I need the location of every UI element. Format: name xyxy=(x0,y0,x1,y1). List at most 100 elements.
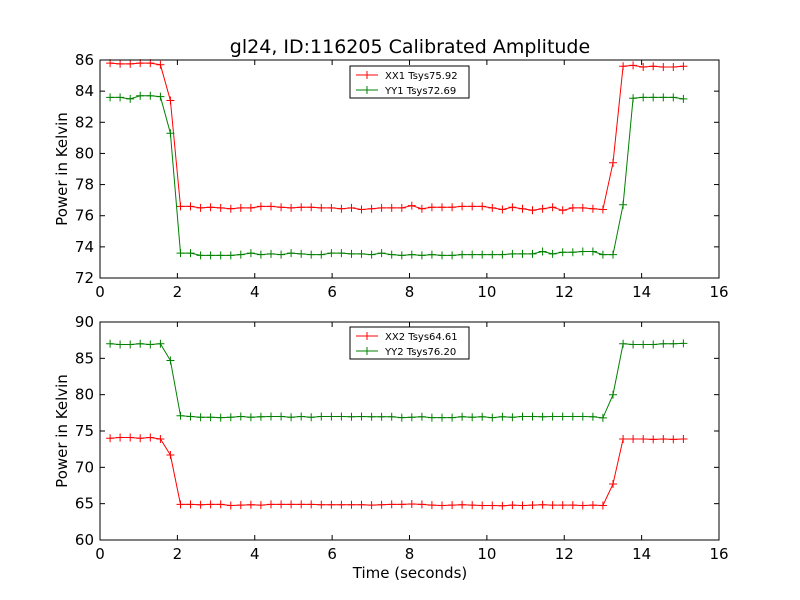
data-point xyxy=(347,412,356,421)
data-point xyxy=(236,250,245,259)
legend: XX2 Tsys64.61 YY2 Tsys76.20 xyxy=(349,326,470,360)
data-point xyxy=(267,500,275,509)
data-point xyxy=(387,250,396,259)
data-point xyxy=(619,62,628,71)
data-point xyxy=(367,250,376,259)
data-point xyxy=(206,413,215,422)
data-point xyxy=(186,500,195,509)
data-point xyxy=(679,62,688,71)
data-point xyxy=(598,501,607,510)
legend-label: YY1 Tsys72.69 xyxy=(384,86,456,97)
data-point xyxy=(629,61,638,70)
data-point xyxy=(297,249,306,258)
data-point xyxy=(357,500,366,509)
data-point xyxy=(277,500,286,509)
data-point xyxy=(216,500,225,509)
data-point xyxy=(488,203,497,212)
data-point xyxy=(206,251,215,260)
data-point xyxy=(146,91,155,100)
x-tick-label: 14 xyxy=(632,545,651,563)
data-point xyxy=(377,203,386,212)
series-line xyxy=(110,95,684,256)
data-point xyxy=(417,500,426,509)
x-tick-label: 0 xyxy=(95,545,105,563)
data-point xyxy=(146,340,155,349)
data-point xyxy=(598,413,607,422)
data-point xyxy=(538,247,547,256)
data-point xyxy=(387,203,396,212)
data-point xyxy=(528,206,537,215)
data-point xyxy=(448,251,457,260)
data-point xyxy=(458,412,467,421)
data-point xyxy=(327,249,336,258)
data-point xyxy=(206,500,215,509)
data-point xyxy=(518,204,527,213)
data-point xyxy=(176,500,185,509)
y-tick-label: 85 xyxy=(75,349,94,367)
data-point xyxy=(508,413,517,422)
data-point xyxy=(448,413,457,422)
data-point xyxy=(407,500,416,508)
data-point xyxy=(337,249,346,258)
data-point xyxy=(297,412,306,421)
data-point xyxy=(629,94,638,103)
data-point xyxy=(528,249,537,258)
data-point xyxy=(347,500,356,509)
data-point xyxy=(397,251,406,260)
data-point xyxy=(588,247,597,256)
x-tick-label: 2 xyxy=(173,545,183,563)
data-point xyxy=(498,501,507,510)
data-point xyxy=(528,412,537,421)
data-point xyxy=(357,412,366,421)
data-point xyxy=(337,500,346,509)
data-point xyxy=(468,501,477,510)
data-point xyxy=(337,204,346,213)
data-point xyxy=(639,340,648,349)
top-panel: 0 2 4 6 8 10 12 14 16 72 74 76 78 80 82 84 86 Power in Ke… xyxy=(53,51,729,301)
data-point xyxy=(619,435,628,443)
data-point xyxy=(156,339,165,348)
data-point xyxy=(427,501,436,510)
data-point xyxy=(407,413,416,422)
data-point xyxy=(226,501,235,510)
data-point xyxy=(417,412,426,421)
data-point xyxy=(619,339,628,348)
data-point xyxy=(357,249,366,258)
data-point xyxy=(136,434,145,443)
data-point xyxy=(226,251,235,260)
data-point xyxy=(226,204,235,213)
data-point xyxy=(216,203,225,212)
data-point xyxy=(256,250,265,259)
data-point xyxy=(438,251,446,260)
data-point xyxy=(317,500,326,509)
y-tick-label: 84 xyxy=(75,82,94,100)
data-point xyxy=(136,91,145,100)
data-point xyxy=(287,203,296,212)
legend-box xyxy=(349,326,470,360)
data-point xyxy=(317,203,326,212)
data-point xyxy=(367,501,376,510)
data-point xyxy=(488,250,497,259)
data-point xyxy=(166,129,175,138)
data-point xyxy=(116,340,125,349)
data-point xyxy=(196,251,205,260)
data-point xyxy=(468,250,477,259)
data-point xyxy=(327,412,336,421)
data-point xyxy=(598,250,607,259)
legend-marker xyxy=(363,86,371,94)
data-point xyxy=(659,339,668,348)
y-tick-label: 75 xyxy=(75,422,94,440)
data-point xyxy=(458,202,467,211)
data-point xyxy=(256,501,265,510)
data-point xyxy=(659,435,668,443)
legend-marker xyxy=(363,347,371,355)
data-point xyxy=(478,250,487,259)
data-point xyxy=(186,412,195,421)
data-point xyxy=(609,480,617,488)
legend: XX1 Tsys75.92 YY1 Tsys72.69 xyxy=(349,65,470,99)
data-point xyxy=(468,202,477,211)
data-point xyxy=(438,501,446,510)
data-point xyxy=(277,250,286,259)
data-point xyxy=(126,59,135,68)
x-tick-label: 8 xyxy=(405,283,415,301)
